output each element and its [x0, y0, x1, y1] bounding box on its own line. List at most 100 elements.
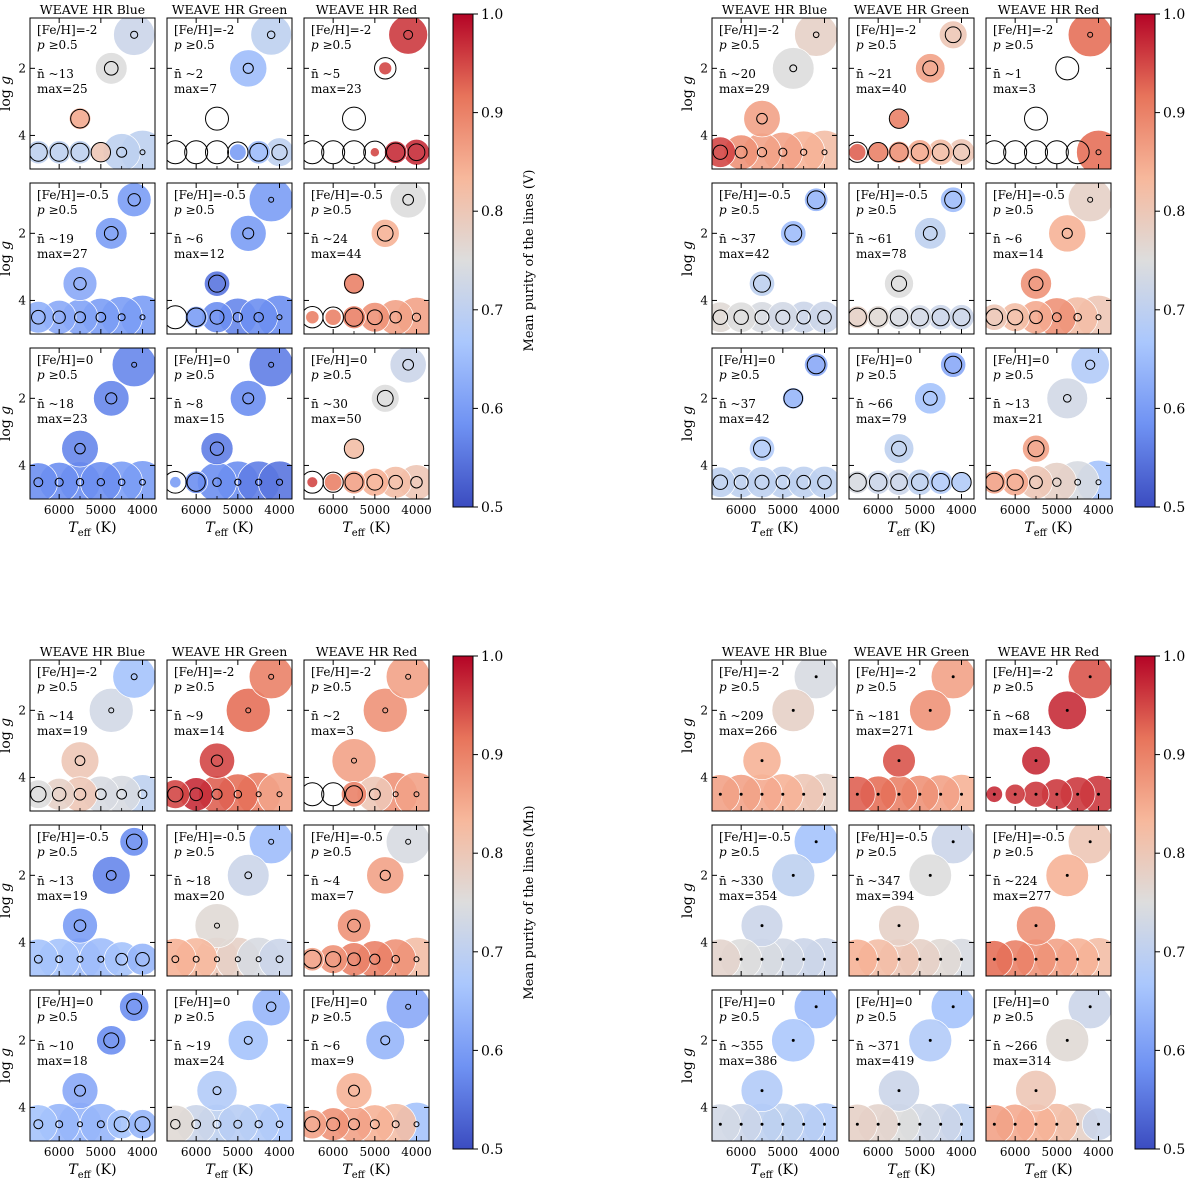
metallicity-label: [Fe/H]=-2 — [37, 23, 97, 37]
line-count-ring — [891, 440, 907, 457]
grid-dot — [761, 1089, 763, 1092]
y-tick-label: 2 — [700, 868, 708, 882]
mean-lines-label: n̄ ~330 — [719, 874, 764, 888]
grid-dot — [898, 958, 900, 961]
line-count-ring — [208, 274, 226, 293]
purity-bubble — [1067, 825, 1111, 865]
line-count-ring — [268, 673, 275, 680]
purity-bubble — [782, 387, 805, 410]
grid-dot — [792, 1039, 795, 1042]
purity-bubble — [793, 660, 837, 700]
grid-dot — [856, 1123, 859, 1126]
line-count-ring — [212, 477, 222, 488]
line-count-ring — [343, 438, 365, 459]
grid-dot — [1014, 1123, 1017, 1126]
line-count-ring — [897, 1122, 901, 1126]
line-count-ring — [897, 1089, 901, 1093]
line-count-ring — [380, 1035, 391, 1046]
line-count-ring — [1087, 31, 1094, 38]
line-count-ring — [103, 61, 119, 76]
purity-cut-label: p ≥0.5 — [719, 1010, 760, 1024]
line-count-ring — [1065, 140, 1090, 165]
grid-dot — [1014, 793, 1017, 796]
line-count-ring — [209, 309, 225, 325]
line-count-ring — [910, 143, 929, 162]
purity-cut-label: p ≥0.5 — [174, 1010, 215, 1024]
mean-lines-label: n̄ ~18 — [37, 397, 74, 411]
column-title: WEAVE HR Green — [172, 644, 288, 659]
grid-dot — [952, 1005, 955, 1008]
grid-dot — [802, 793, 805, 796]
purity-bubble — [986, 303, 1008, 331]
x-axis-label: Teff (K) — [887, 1162, 935, 1181]
grid-dot — [740, 958, 743, 961]
line-count-ring — [817, 309, 832, 325]
x-tick-label: 5000 — [905, 1145, 936, 1159]
grid-dot — [898, 1089, 900, 1092]
line-count-ring — [212, 1119, 222, 1129]
line-count-ring — [304, 949, 322, 969]
line-count-ring — [363, 140, 387, 164]
line-count-ring — [167, 140, 188, 165]
purity-cut-label: p ≥0.5 — [993, 368, 1034, 382]
line-count-ring — [889, 307, 909, 327]
mean-lines-label: n̄ ~9 — [174, 709, 203, 723]
line-count-ring — [322, 306, 344, 328]
purity-bubble — [196, 1070, 238, 1112]
line-count-ring — [276, 314, 283, 321]
grid-dot — [1055, 958, 1058, 961]
mean-lines-label: n̄ ~14 — [37, 709, 74, 723]
line-count-ring — [242, 227, 255, 240]
grid-dot — [823, 958, 826, 961]
purity-bubble — [167, 938, 197, 976]
line-count-ring — [897, 924, 901, 928]
purity-bubble — [766, 301, 799, 334]
line-count-ring — [867, 142, 889, 163]
line-count-ring — [1007, 309, 1024, 326]
line-count-ring — [806, 190, 826, 210]
subplot-frame — [848, 17, 975, 170]
colorbar-tick-label: 0.6 — [481, 401, 503, 417]
x-tick-label: 5000 — [86, 1145, 117, 1159]
line-count-ring — [1028, 276, 1044, 292]
line-count-ring — [849, 472, 867, 492]
colorbar-tick-label: 0.6 — [1163, 1043, 1185, 1059]
grid-dot — [993, 958, 996, 961]
x-tick-label: 5000 — [223, 1145, 254, 1159]
colorbar-tick-label: 0.5 — [1163, 500, 1185, 516]
grid-dot — [1055, 1123, 1058, 1126]
line-count-ring — [410, 475, 423, 489]
mean-lines-label: n̄ ~19 — [174, 1039, 211, 1053]
line-count-ring — [103, 1032, 120, 1049]
line-count-ring — [718, 1122, 722, 1126]
metallicity-label: [Fe/H]=-0.5 — [174, 830, 246, 844]
max-lines-label: max=394 — [856, 889, 915, 903]
purity-bubble — [914, 382, 947, 415]
line-count-ring — [1097, 1122, 1100, 1126]
x-tick-label: 6000 — [181, 1145, 212, 1159]
subplot-frame — [29, 182, 156, 335]
line-count-ring — [796, 309, 811, 325]
purity-bubble — [793, 825, 837, 865]
line-count-ring — [1061, 227, 1073, 239]
mean-lines-label: n̄ ~19 — [37, 232, 74, 246]
line-count-ring — [1065, 708, 1069, 712]
line-count-ring — [1076, 957, 1080, 961]
line-count-ring — [139, 314, 146, 321]
line-count-ring — [345, 785, 363, 804]
line-count-ring — [928, 873, 932, 877]
max-lines-label: max=19 — [37, 724, 88, 738]
line-count-ring — [796, 474, 811, 490]
x-axis-label: Teff (K) — [750, 1162, 798, 1181]
y-tick-label: 4 — [18, 1100, 26, 1114]
line-count-ring — [344, 307, 364, 327]
purity-cut-label: p ≥0.5 — [311, 203, 352, 217]
y-axis-label: log g — [680, 883, 696, 918]
purity-cut-label: p ≥0.5 — [311, 845, 352, 859]
line-count-ring — [781, 957, 785, 961]
purity-bubble — [378, 61, 393, 76]
purity-bubble — [385, 825, 429, 865]
